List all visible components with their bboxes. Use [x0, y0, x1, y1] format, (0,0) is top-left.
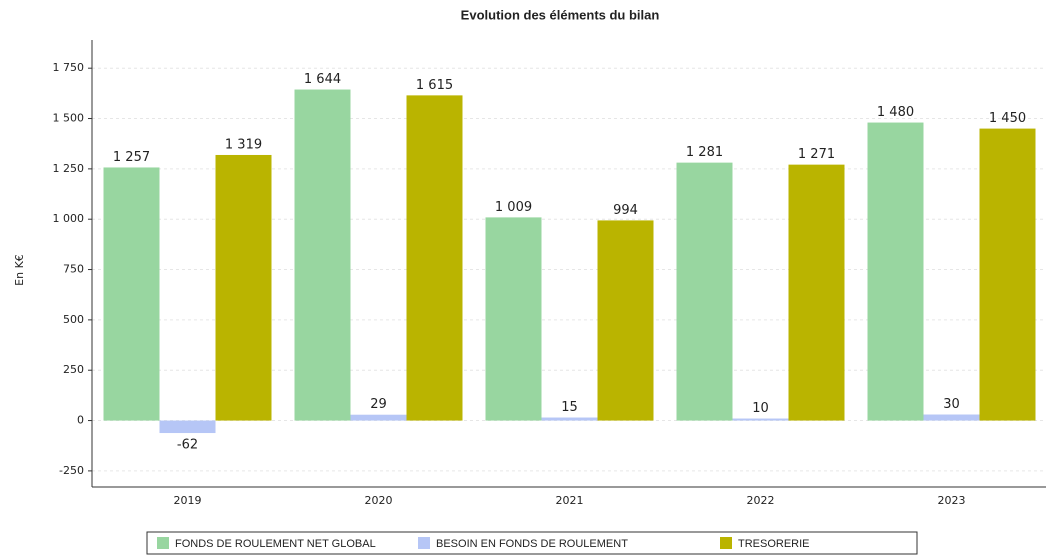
y-tick-label: -250: [59, 464, 84, 477]
bar: [103, 167, 160, 421]
bar: [294, 89, 351, 421]
value-label: 1 257: [113, 150, 150, 165]
bar: [159, 420, 216, 434]
legend-label: BESOIN EN FONDS DE ROULEMENT: [436, 538, 628, 550]
value-label: 1 450: [989, 111, 1026, 126]
x-tick-label: 2023: [938, 494, 966, 507]
bar: [485, 217, 542, 421]
value-label: 1 281: [686, 145, 723, 160]
bar: [923, 414, 980, 421]
bar: [541, 417, 598, 421]
value-label: -62: [177, 438, 198, 453]
bar: [676, 162, 733, 421]
value-label: 15: [561, 400, 578, 415]
bar: [350, 414, 407, 421]
value-label: 30: [943, 397, 960, 412]
y-tick-label: 1 250: [53, 162, 85, 175]
x-tick-label: 2021: [556, 494, 584, 507]
y-tick-label: 500: [63, 313, 84, 326]
y-tick-label: 1 000: [53, 212, 85, 225]
value-label: 994: [613, 203, 638, 218]
y-tick-label: 1 750: [53, 61, 85, 74]
value-label: 29: [370, 397, 387, 412]
chart-title: Evolution des éléments du bilan: [461, 7, 660, 22]
legend-box: [146, 531, 918, 555]
value-label: 1 480: [877, 105, 914, 120]
y-tick-label: 750: [63, 263, 84, 276]
value-label: 1 615: [416, 78, 453, 93]
x-tick-label: 2019: [174, 494, 202, 507]
y-tick-label: 250: [63, 363, 84, 376]
y-tick-label: 1 500: [53, 112, 85, 125]
value-label: 1 319: [225, 137, 262, 152]
legend-label: TRESORERIE: [738, 538, 810, 550]
bar: [215, 154, 272, 421]
bar: [979, 128, 1036, 421]
value-label: 1 271: [798, 147, 835, 162]
value-label: 1 644: [304, 72, 341, 87]
bar: [597, 220, 654, 421]
bar: [867, 122, 924, 421]
legend-swatch: [720, 537, 732, 549]
y-tick-label: 0: [77, 414, 84, 427]
x-tick-label: 2020: [365, 494, 393, 507]
legend-swatch: [418, 537, 430, 549]
x-tick-label: 2022: [747, 494, 775, 507]
legend-swatch: [157, 537, 169, 549]
y-axis-label: En K€: [13, 254, 26, 286]
bar: [406, 95, 463, 421]
bar: [788, 164, 845, 421]
value-label: 1 009: [495, 200, 532, 215]
legend-label: FONDS DE ROULEMENT NET GLOBAL: [175, 538, 376, 550]
bar: [732, 418, 789, 421]
value-label: 10: [752, 401, 769, 416]
